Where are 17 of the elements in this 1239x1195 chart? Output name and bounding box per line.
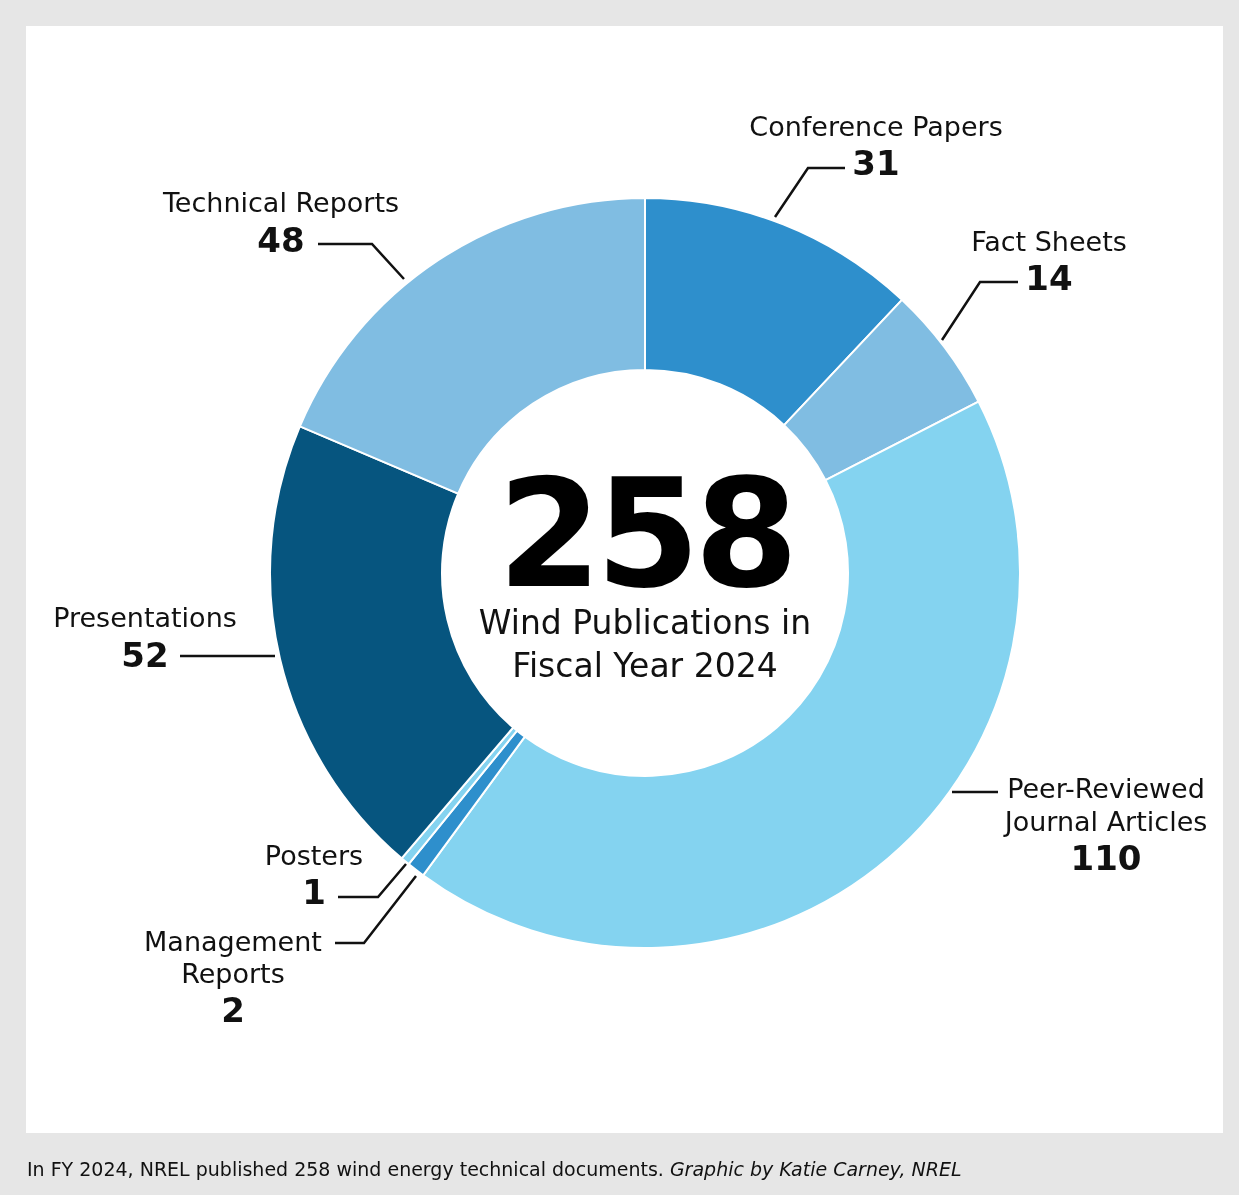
data-label: 1 (302, 872, 326, 912)
text: Graphic by Katie Carney, NREL (663, 1158, 962, 1180)
data-label: 31 (852, 143, 900, 183)
slice-label: Management Reports (144, 926, 322, 989)
slice-label: Conference Papers (749, 111, 1003, 142)
data-label: 110 (1070, 838, 1142, 878)
text: In FY 2024, NREL published 258 wind energy technical documents. (27, 1158, 664, 1180)
data-label: 14 (1025, 258, 1073, 298)
data-label: 48 (257, 220, 305, 260)
data-label: 2 (221, 990, 245, 1030)
slice-label: Peer-Reviewed Journal Articles (1002, 773, 1208, 837)
data-label: 52 (121, 635, 169, 675)
slice-label: Fact Sheets (971, 226, 1127, 257)
slice-label: Posters (264, 840, 364, 871)
slice-label: Presentations (53, 602, 237, 633)
text: Wind Publications in Fiscal Year 2024 (478, 603, 812, 685)
slice-label: Technical Reports (161, 187, 400, 218)
